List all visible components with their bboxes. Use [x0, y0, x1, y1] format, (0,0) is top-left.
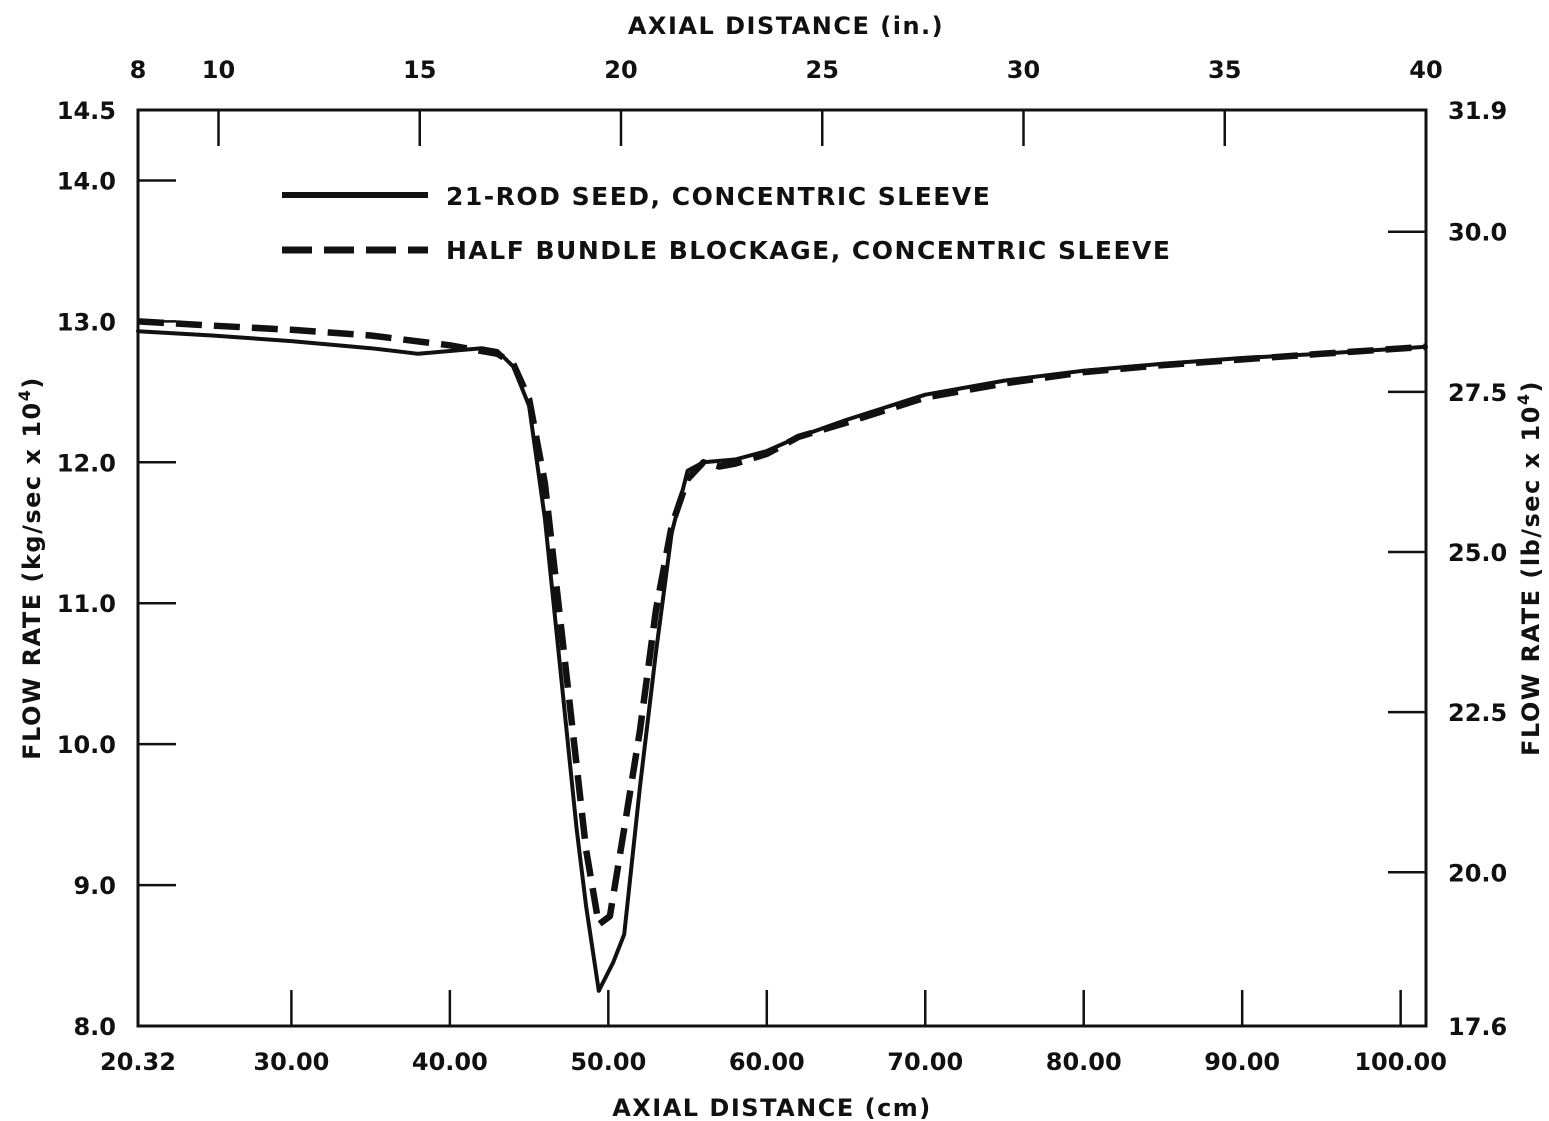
- bottom-tick-label: 50.00: [570, 1048, 646, 1076]
- right-axis-title-main: FLOW RATE (lb/sec x 10: [1517, 405, 1545, 756]
- bottom-tick-label: 100.00: [1354, 1048, 1447, 1076]
- right-tick-label: 17.6: [1448, 1013, 1507, 1041]
- series-line-half-bundle-blockage: [137, 318, 1427, 928]
- top-tick-label: 8: [130, 56, 147, 84]
- left-tick-label: 8.0: [73, 1013, 116, 1041]
- top-tick-label: 10: [202, 56, 235, 84]
- right-tick-label: 27.5: [1448, 379, 1507, 407]
- left-tick-label: 9.0: [73, 872, 116, 900]
- left-axis-title-end: ): [18, 376, 46, 388]
- top-tick-label: 30: [1007, 56, 1040, 84]
- bottom-tick-label: 60.00: [729, 1048, 805, 1076]
- bottom-tick-label: 40.00: [412, 1048, 488, 1076]
- bottom-tick-label: 90.00: [1204, 1048, 1280, 1076]
- right-axis-title-exponent: 4: [1514, 392, 1533, 405]
- right-tick-label: 25.0: [1448, 539, 1507, 567]
- top-tick-label: 15: [403, 56, 436, 84]
- right-axis-ticks: 17.6 20.0 22.5 25.0 27.5 30.0 31.9: [1388, 97, 1507, 1041]
- right-tick-label: 30.0: [1448, 219, 1507, 247]
- left-tick-label: 13.0: [57, 308, 116, 336]
- left-tick-label: 11.0: [57, 590, 116, 618]
- bottom-tick-label: 30.00: [253, 1048, 329, 1076]
- bottom-tick-label: 80.00: [1046, 1048, 1122, 1076]
- left-axis-title-exponent: 4: [15, 389, 34, 402]
- top-tick-label: 40: [1409, 56, 1442, 84]
- top-axis-title: AXIAL DISTANCE (in.): [628, 12, 944, 40]
- right-tick-label: 20.0: [1448, 859, 1507, 887]
- legend-label-dashed: HALF BUNDLE BLOCKAGE, CONCENTRIC SLEEVE: [446, 236, 1171, 265]
- top-tick-label: 20: [604, 56, 637, 84]
- legend-label-solid: 21-ROD SEED, CONCENTRIC SLEEVE: [446, 182, 991, 211]
- left-tick-label: 14.0: [57, 167, 116, 195]
- left-tick-label: 14.5: [57, 97, 116, 125]
- series-line-21-rod-seed: [136, 329, 1428, 993]
- left-tick-label: 12.0: [57, 449, 116, 477]
- bottom-tick-label: 70.00: [887, 1048, 963, 1076]
- top-tick-label: 35: [1208, 56, 1241, 84]
- top-axis-ticks: 8 10 15 20 25 30 35 40: [130, 56, 1443, 146]
- left-axis-ticks: 8.0 9.0 10.0 11.0 12.0 13.0 14.0 14.5: [57, 97, 176, 1041]
- bottom-axis-ticks: 20.32 30.00 40.00 50.00 60.00 70.00 80.00 90.00…: [100, 990, 1447, 1076]
- left-axis-title: FLOW RATE (kg/sec x 104): [15, 376, 46, 760]
- bottom-axis-title: AXIAL DISTANCE (cm): [612, 1094, 932, 1121]
- top-tick-label: 25: [806, 56, 839, 84]
- left-axis-title-main: FLOW RATE (kg/sec x 10: [18, 401, 46, 760]
- right-tick-label: 31.9: [1448, 97, 1507, 125]
- series-layer: [136, 318, 1428, 993]
- left-tick-label: 10.0: [57, 731, 116, 759]
- right-axis-title: FLOW RATE (lb/sec x 104): [1514, 380, 1545, 756]
- legend: 21-ROD SEED, CONCENTRIC SLEEVE HALF BUND…: [282, 182, 1171, 265]
- plot-frame: [136, 108, 1428, 1028]
- right-tick-label: 22.5: [1448, 699, 1507, 727]
- right-axis-title-end: ): [1517, 380, 1545, 392]
- bottom-tick-label: 20.32: [100, 1048, 176, 1076]
